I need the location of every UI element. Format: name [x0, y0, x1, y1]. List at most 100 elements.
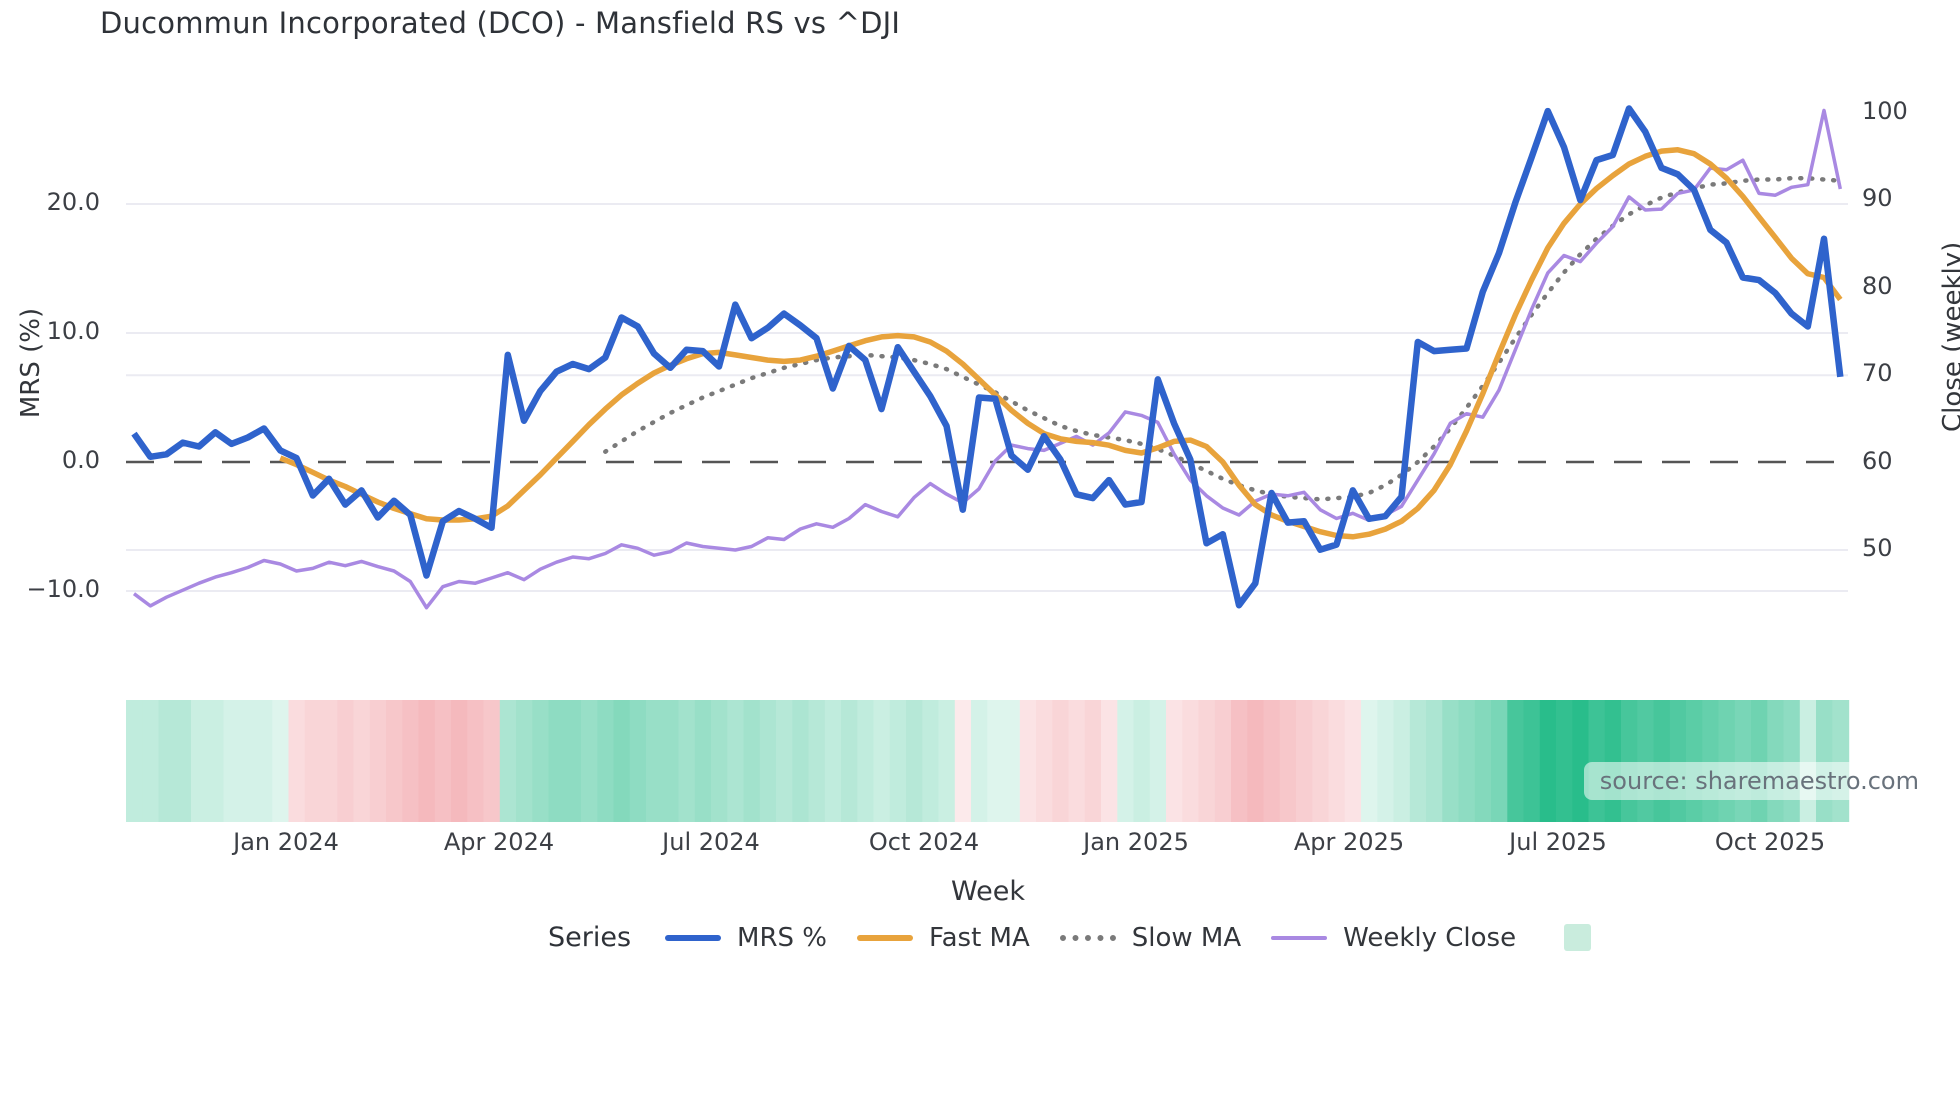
- y-right-tick-label: 90: [1862, 184, 1893, 213]
- heatmap-cell: [1409, 700, 1427, 822]
- heatmap-cell: [337, 700, 355, 822]
- y-right-tick-label: 50: [1862, 534, 1893, 562]
- heatmap-cell: [987, 700, 1005, 822]
- series-line-fast-ma: [279, 147, 1843, 540]
- heatmap-cell: [1588, 700, 1606, 822]
- heatmap-cell: [1604, 700, 1622, 822]
- y-left-axis-title: MRS (%): [16, 307, 46, 419]
- chart-legend: Series MRS % Fast MA Slow MA Weekly Clos…: [548, 922, 1592, 953]
- heatmap-cell: [304, 700, 322, 822]
- y-left-tick-label: 0.0: [61, 446, 100, 474]
- heatmap-cell: [1669, 700, 1687, 822]
- heatmap-cell: [1328, 700, 1346, 822]
- x-tick-label: Jul 2025: [1509, 828, 1607, 856]
- y-right-tick-label: 70: [1862, 359, 1893, 388]
- legend-item-slow-ma: Slow MA: [1059, 923, 1241, 953]
- x-tick-label: Oct 2025: [1714, 828, 1826, 856]
- heatmap-cell: [1426, 700, 1443, 822]
- heatmap-cell: [1783, 700, 1801, 822]
- mrs-line-swatch: [665, 934, 722, 941]
- heatmap-cell: [597, 700, 615, 822]
- heatmap-cell: [1101, 700, 1118, 822]
- heatmap-cell: [142, 700, 160, 822]
- heatmap-cell: [1686, 700, 1703, 822]
- heatmap-cell: [467, 700, 485, 822]
- heatmap-cell: [1361, 700, 1378, 822]
- x-tick-label: Jan 2025: [1083, 828, 1189, 856]
- fast-ma-line-swatch: [857, 934, 914, 941]
- series-line-weekly-close: [132, 108, 1843, 610]
- heatmap-cell: [353, 700, 371, 822]
- heatmap-cell: [792, 700, 810, 822]
- heatmap-cell: [386, 700, 403, 822]
- y-right-tick-label: 80: [1862, 271, 1893, 300]
- heatmap-cell: [1523, 700, 1541, 822]
- heatmap-cell: [1377, 700, 1395, 822]
- heatmap-cell: [272, 700, 290, 822]
- x-tick-label: Jan 2024: [233, 828, 339, 856]
- heatmap-cell: [126, 700, 143, 822]
- heatmap-cell: [857, 700, 875, 822]
- heatmap-cell: [727, 700, 745, 822]
- heatmap-cell: [564, 700, 582, 822]
- heatmap-legend-swatch: [1564, 924, 1592, 951]
- x-tick-label: Apr 2025: [1293, 828, 1405, 856]
- heatmap-cell: [1344, 700, 1362, 822]
- legend-item-weekly-close: Weekly Close: [1271, 923, 1516, 953]
- heatmap-cell: [743, 700, 761, 822]
- heatmap-cell: [158, 700, 176, 822]
- heatmap-cell: [1474, 700, 1492, 822]
- x-tick-label: Jul 2024: [662, 828, 760, 856]
- heatmap-cell: [1572, 700, 1590, 822]
- legend-title: Series: [548, 922, 632, 953]
- heatmap-cell: [889, 700, 907, 822]
- heatmap-cell: [434, 700, 452, 822]
- y-right-tick-label: 60: [1862, 446, 1893, 475]
- heatmap-cell: [1019, 700, 1037, 822]
- heatmap-cell: [1312, 700, 1330, 822]
- heatmap-cell: [1539, 700, 1557, 822]
- heatmap-cell: [1832, 700, 1850, 822]
- heatmap-cell: [451, 700, 468, 822]
- weekly-close-line-swatch: [1271, 935, 1328, 940]
- heatmap-cell: [516, 700, 533, 822]
- heatmap-cell: [1653, 700, 1671, 822]
- heatmap-cell: [971, 700, 988, 822]
- heatmap-cell: [841, 700, 858, 822]
- heatmap-cell: [873, 700, 891, 822]
- heatmap-cell: [207, 700, 225, 822]
- heatmap-cell: [1133, 700, 1151, 822]
- heatmap-cell: [1393, 700, 1411, 822]
- series-line-slow-ma: [603, 175, 1843, 502]
- heatmap-cell: [1556, 700, 1573, 822]
- heatmap-cell: [1279, 700, 1297, 822]
- heatmap-cell: [1052, 700, 1070, 822]
- heatmap-cell: [1767, 700, 1785, 822]
- heatmap-cell: [906, 700, 923, 822]
- y-right-axis-title: Close (weekly): [1938, 241, 1960, 432]
- legend-item-fast-ma: Fast MA: [857, 923, 1030, 953]
- heatmap-cell: [402, 700, 420, 822]
- heatmap-cell: [1621, 700, 1638, 822]
- y-left-tick-label: 20.0: [46, 188, 100, 216]
- heatmap-cell: [288, 700, 306, 822]
- legend-label-fast-ma: Fast MA: [929, 922, 1030, 953]
- heatmap-cell: [1637, 700, 1655, 822]
- heatmap-cell: [1149, 700, 1167, 822]
- heatmap-cell: [1799, 700, 1817, 822]
- heatmap-cell: [418, 700, 436, 822]
- y-left-tick-label: −10.0: [26, 575, 100, 603]
- legend-label-weekly-close: Weekly Close: [1343, 922, 1517, 953]
- heatmap-cell: [223, 700, 241, 822]
- heatmap-cell: [1458, 700, 1476, 822]
- heatmap-cell: [776, 700, 793, 822]
- heatmap-cell: [532, 700, 550, 822]
- heatmap-cell: [483, 700, 501, 822]
- heatmap-cell: [1084, 700, 1102, 822]
- heatmap-cell: [1117, 700, 1135, 822]
- heatmap-cell: [759, 700, 777, 822]
- heatmap-cell: [1702, 700, 1720, 822]
- x-tick-label: Oct 2024: [868, 828, 980, 856]
- heatmap-cell: [1751, 700, 1768, 822]
